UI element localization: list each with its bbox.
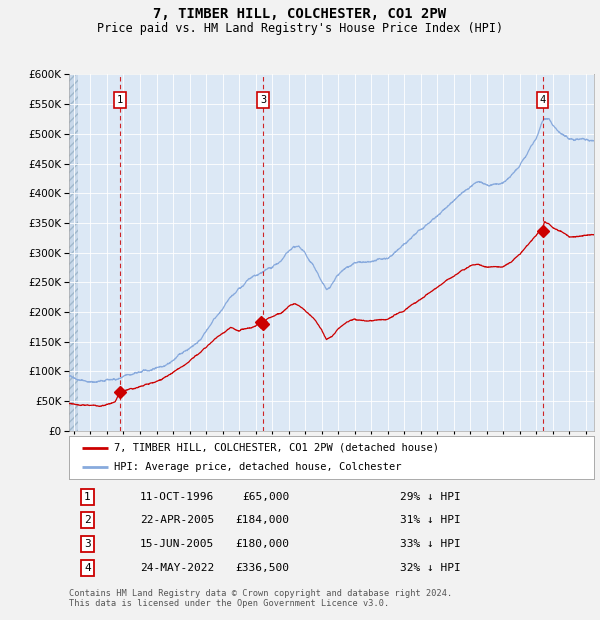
Text: Price paid vs. HM Land Registry's House Price Index (HPI): Price paid vs. HM Land Registry's House …: [97, 22, 503, 35]
Text: 33% ↓ HPI: 33% ↓ HPI: [400, 539, 461, 549]
Text: 32% ↓ HPI: 32% ↓ HPI: [400, 563, 461, 574]
Text: £336,500: £336,500: [235, 563, 290, 574]
Text: 7, TIMBER HILL, COLCHESTER, CO1 2PW: 7, TIMBER HILL, COLCHESTER, CO1 2PW: [154, 7, 446, 22]
Text: 3: 3: [84, 539, 91, 549]
Text: 31% ↓ HPI: 31% ↓ HPI: [400, 515, 461, 525]
Text: 2: 2: [84, 515, 91, 525]
Text: 3: 3: [260, 95, 266, 105]
Text: 7, TIMBER HILL, COLCHESTER, CO1 2PW (detached house): 7, TIMBER HILL, COLCHESTER, CO1 2PW (det…: [113, 443, 439, 453]
Text: £180,000: £180,000: [235, 539, 290, 549]
Text: Contains HM Land Registry data © Crown copyright and database right 2024.
This d: Contains HM Land Registry data © Crown c…: [69, 589, 452, 608]
Text: 1: 1: [117, 95, 123, 105]
Text: 1: 1: [84, 492, 91, 502]
Text: £65,000: £65,000: [242, 492, 290, 502]
Text: 24-MAY-2022: 24-MAY-2022: [140, 563, 214, 574]
Text: HPI: Average price, detached house, Colchester: HPI: Average price, detached house, Colc…: [113, 463, 401, 472]
Text: 29% ↓ HPI: 29% ↓ HPI: [400, 492, 461, 502]
Text: 4: 4: [84, 563, 91, 574]
Text: 15-JUN-2005: 15-JUN-2005: [140, 539, 214, 549]
Text: 11-OCT-1996: 11-OCT-1996: [140, 492, 214, 502]
Bar: [69, 74, 78, 431]
Text: 4: 4: [539, 95, 546, 105]
Text: £184,000: £184,000: [235, 515, 290, 525]
Text: 22-APR-2005: 22-APR-2005: [140, 515, 214, 525]
